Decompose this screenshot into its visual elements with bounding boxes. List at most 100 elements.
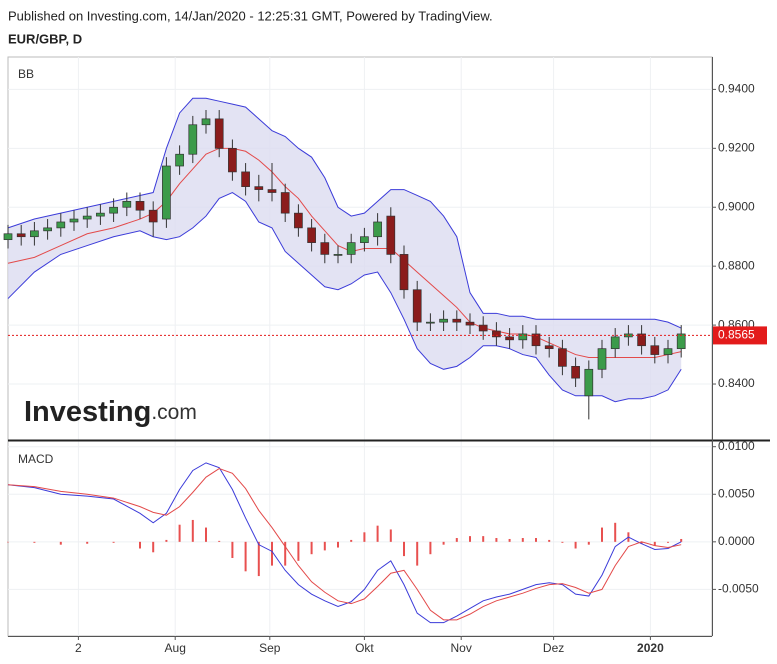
histogram-bar [205,527,207,542]
candle-body [439,318,448,323]
candle-body [3,233,13,241]
candle-body [241,171,250,187]
histogram-bar [548,539,551,542]
y-tick-label: 0.0100 [718,439,755,453]
candle-body [201,118,211,126]
candle-body [56,221,66,229]
histogram-bar [350,539,353,542]
candle-body [333,254,343,256]
y-tick-label: 0.9200 [718,141,755,155]
histogram-bar [323,541,326,551]
histogram-bar [561,541,564,543]
x-tick-label: Dez [543,641,564,655]
candle-body [148,209,158,223]
histogram-bar [429,541,432,555]
macd-line [7,468,682,621]
histogram-bar [191,519,194,542]
histogram-bar [667,541,669,543]
candle-body [663,348,673,355]
histogram-bar [376,525,379,542]
histogram-bar [680,538,683,542]
last-price-box [713,326,767,345]
histogram-bar [218,540,221,542]
histogram-bar [601,527,603,542]
histogram-bar [455,538,458,542]
histogram-bar [231,541,234,558]
histogram-bar [244,541,247,572]
candle-body [82,215,92,220]
macd-line [7,462,682,624]
histogram-bar [152,541,155,553]
histogram-bar [389,529,392,542]
histogram-bar [297,541,300,561]
candle-body [637,333,646,347]
histogram-bar [310,541,313,555]
x-tick-label: Aug [165,641,186,655]
histogram-bar [416,541,419,566]
histogram-bar [363,532,366,542]
candle-body [412,289,422,323]
candle-body [610,336,620,350]
candle-body [558,348,567,367]
histogram-bar [86,541,89,544]
candle-body [373,221,382,238]
histogram-bar [653,541,656,546]
histogram-bar [614,522,617,542]
candle-body [360,236,369,243]
candle-body [465,321,475,326]
published-note: Published on Investing.com, 14/Jan/2020 … [8,8,493,23]
candle-body [96,212,105,217]
y-tick-label: 0.8400 [718,376,755,390]
candle-body [214,118,224,149]
histogram-bar [508,538,511,542]
histogram-bar [284,541,287,566]
candle-body [597,348,607,370]
candle-body [294,212,303,229]
logo-suffix: .com [151,401,197,424]
x-tick-label: Sep [259,641,281,655]
candle-body [584,368,594,397]
histogram-bar [495,538,498,542]
candle-body [175,153,184,167]
candle-body [492,330,501,338]
y-tick-label: -0.0050 [718,582,759,596]
panel-label: MACD [18,452,54,466]
x-tick-label: 2020 [637,641,664,655]
symbol: EUR/GBP, D [8,31,82,46]
candle-body [135,201,145,211]
y-tick-label: 0.9000 [718,199,755,213]
candle-body [43,227,52,232]
candle-body [531,333,541,347]
candle-body [228,147,237,173]
candle-body [122,201,132,208]
histogram-bar [165,539,168,542]
candle-body [505,336,514,341]
histogram-bar [521,538,524,542]
histogram-bar [59,541,62,545]
middle-band [7,147,682,359]
histogram-bar [7,541,9,543]
plot-layer [3,57,712,636]
histogram-bar [640,541,643,544]
histogram-bar [178,524,181,542]
upper-band [7,97,682,329]
candle-body [426,321,435,324]
candle-body [280,192,290,214]
y-tick-label: 0.0000 [718,534,755,548]
candle-body [518,333,528,341]
band-fill [8,98,682,402]
panel-label: BB [18,67,34,81]
logo: Investing.com [24,396,197,428]
histogram-bar [337,541,339,548]
histogram-bar [442,541,445,545]
candle-body [320,242,330,255]
histogram-bar [482,536,485,542]
candle-body [571,365,580,379]
candle-body [478,324,488,332]
histogram-bar [469,536,471,542]
candle-body [399,254,409,291]
histogram-bar [574,541,577,549]
x-tick-label: Okt [355,641,374,655]
candle-body [188,124,198,155]
